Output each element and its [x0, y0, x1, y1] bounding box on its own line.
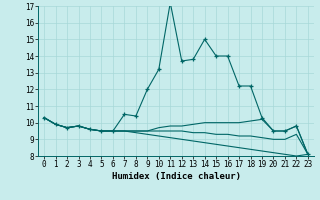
X-axis label: Humidex (Indice chaleur): Humidex (Indice chaleur)	[111, 172, 241, 181]
